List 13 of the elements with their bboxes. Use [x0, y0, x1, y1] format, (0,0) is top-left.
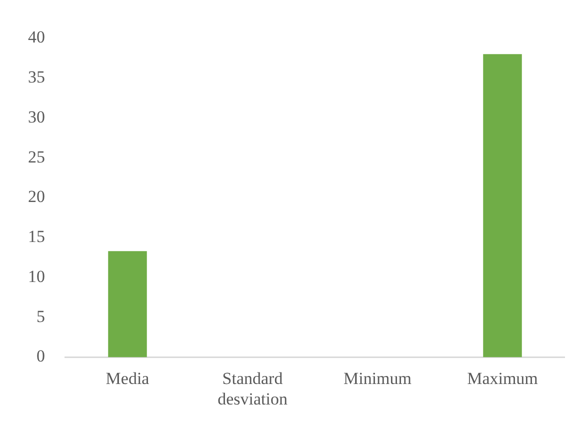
- y-tick-label: 5: [36, 306, 45, 326]
- x-tick-label: Maximum: [467, 368, 538, 388]
- y-tick-label: 0: [36, 346, 45, 366]
- y-tick-label: 30: [28, 107, 45, 126]
- y-tick-label: 25: [28, 147, 45, 166]
- x-tick-label: Minimum: [343, 368, 412, 388]
- y-tick-label: 40: [28, 28, 45, 47]
- x-tick-label: Media: [106, 368, 150, 388]
- y-tick-label: 10: [28, 266, 45, 286]
- x-tick-label: Standard desviation: [218, 368, 288, 408]
- y-tick-label: 20: [28, 187, 45, 206]
- y-tick-label: 15: [28, 227, 45, 246]
- y-tick-label: 35: [28, 68, 45, 87]
